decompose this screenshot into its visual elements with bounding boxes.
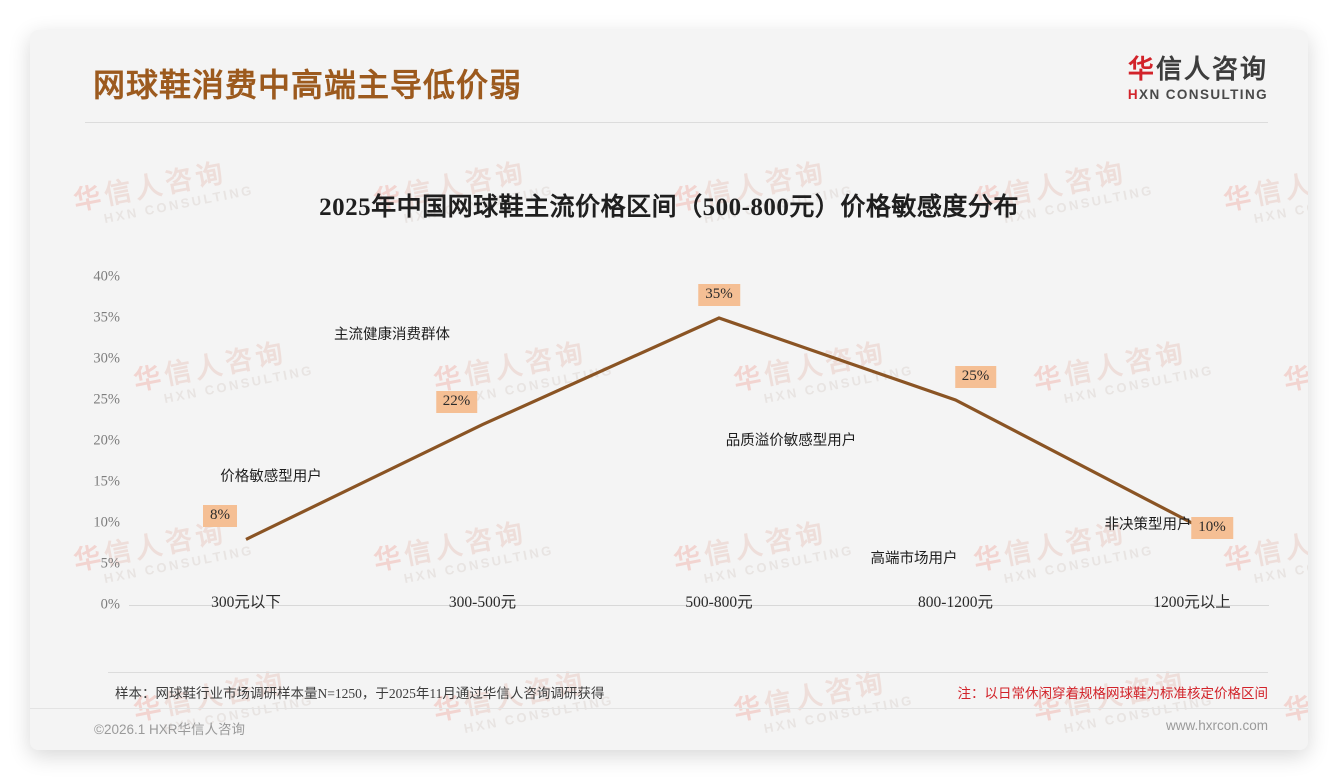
- x-axis-tick-label: 1200元以上: [1153, 594, 1231, 611]
- slide-card: 华信人咨询 HXN CONSULTING 华信人咨询 HXN CONSULTING 华信…: [30, 30, 1308, 750]
- chart-title: 2025年中国网球鞋主流价格区间（500-800元）价格敏感度分布: [319, 194, 1019, 221]
- logo-chinese-rest: 信人咨询: [1155, 55, 1268, 84]
- chart-annotation: 非决策型用户: [1104, 517, 1192, 533]
- bottom-divider: [30, 708, 1308, 709]
- data-point-label: 10%: [1191, 517, 1233, 539]
- page-title: 网球鞋消费中高端主导低价弱: [93, 67, 523, 103]
- header-divider: [85, 122, 1268, 123]
- red-note: 注：以日常休闲穿着规格网球鞋为标准核定价格区间: [957, 686, 1269, 701]
- chart-annotation: 品质溢价敏感型用户: [725, 433, 857, 449]
- copyright-text: ©2026.1 HXR华信人咨询: [94, 722, 245, 737]
- logo-english: HXN CONSULTING: [1128, 87, 1268, 102]
- y-axis-tick-label: 30%: [93, 350, 120, 367]
- y-axis-tick-label: 0%: [100, 596, 120, 613]
- x-axis-line: [129, 605, 1269, 606]
- data-point-label: 22%: [435, 390, 478, 413]
- y-axis-tick-label: 35%: [93, 309, 120, 326]
- data-line: [245, 316, 1193, 541]
- slide-header: 网球鞋消费中高端主导低价弱 华信人咨询 HXN CONSULTING: [30, 30, 1308, 122]
- y-axis-tick-label: 25%: [93, 391, 120, 408]
- brand-logo: 华信人咨询 HXN CONSULTING: [1128, 55, 1268, 102]
- x-axis-tick-label: 300元以下: [211, 594, 281, 611]
- y-axis-tick-label: 20%: [93, 432, 120, 449]
- logo-chinese-accent: 华: [1127, 55, 1156, 84]
- y-axis-tick-label: 40%: [93, 268, 120, 285]
- x-axis-tick-label: 800-1200元: [918, 594, 993, 611]
- logo-english-accent: H: [1127, 86, 1140, 102]
- x-axis-tick-label: 300-500元: [448, 594, 517, 611]
- line-series-svg: [245, 316, 1193, 541]
- y-axis-tick-label: 5%: [100, 555, 120, 572]
- x-axis-tick-label: 500-800元: [685, 594, 753, 611]
- data-point-label: 25%: [954, 366, 997, 388]
- website-link[interactable]: www.hxrcon.com: [1165, 718, 1268, 733]
- chart-plot-area: 40% 35% 30% 25% 20% 15% 10% 5% 0% 300元以下 300-500元 5…: [30, 30, 1308, 750]
- footer-divider: [108, 672, 1268, 673]
- chart-annotation: 高端市场用户: [870, 551, 958, 567]
- chart-annotation: 主流健康消费群体: [334, 327, 450, 343]
- y-axis-tick-label: 15%: [93, 473, 120, 490]
- chart-annotation: 价格敏感型用户: [220, 469, 322, 485]
- logo-english-rest: XN CONSULTING: [1139, 86, 1268, 102]
- y-axis-tick-label: 10%: [93, 514, 120, 531]
- sample-note: 样本：网球鞋行业市场调研样本量N=1250，于2025年11月通过华信人咨询调研…: [115, 686, 605, 701]
- data-point-label: 8%: [203, 505, 237, 528]
- data-point-label: 35%: [698, 284, 740, 306]
- logo-chinese: 华信人咨询: [1128, 55, 1268, 85]
